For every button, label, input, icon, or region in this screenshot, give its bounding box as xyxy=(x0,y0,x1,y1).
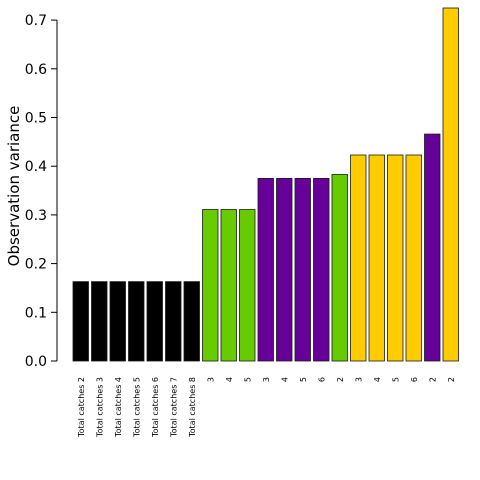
x-tick-label: Total catches 3 xyxy=(95,377,104,438)
bar xyxy=(239,209,256,362)
y-axis: 0.0 0.1 0.2 0.3 0.4 0.5 0.6 0.7 xyxy=(25,13,58,370)
y-tick-label: 0.5 xyxy=(25,111,47,127)
y-tick-label: 0.6 xyxy=(25,62,47,78)
bar xyxy=(202,209,219,362)
y-tick-label: 0.0 xyxy=(25,354,47,370)
y-tick-label: 0.1 xyxy=(25,305,47,321)
bar xyxy=(220,209,237,362)
bar xyxy=(109,281,126,362)
bar xyxy=(276,177,293,362)
bar xyxy=(350,154,367,362)
x-tick-label: Total catches 7 xyxy=(169,377,178,438)
bar xyxy=(368,154,385,362)
bar xyxy=(146,281,163,362)
x-tick-label: 3 xyxy=(206,377,215,382)
bar xyxy=(442,7,459,362)
bar xyxy=(91,281,108,362)
y-tick-label: 0.7 xyxy=(25,13,47,29)
bars xyxy=(72,7,459,362)
y-axis-title: Observation variance xyxy=(5,106,23,267)
bar xyxy=(405,154,422,362)
x-tick-label: Total catches 5 xyxy=(132,377,141,438)
bar xyxy=(257,177,274,362)
bar xyxy=(183,281,200,362)
x-tick-label: 2 xyxy=(428,377,437,382)
x-tick-label: 5 xyxy=(243,377,252,382)
bar xyxy=(387,154,404,362)
x-tick-label: 3 xyxy=(354,377,363,382)
x-tick-label: 6 xyxy=(410,377,419,382)
x-axis-labels: Total catches 2 Total catches 3 Total catc… xyxy=(77,377,456,438)
x-tick-label: 4 xyxy=(280,377,289,382)
x-tick-label: 2 xyxy=(447,377,456,382)
x-tick-label: 5 xyxy=(299,377,308,382)
x-tick-label: 4 xyxy=(373,377,382,382)
x-tick-label: 2 xyxy=(336,377,345,382)
bar xyxy=(294,177,311,362)
x-tick-label: 5 xyxy=(391,377,400,382)
bar xyxy=(72,281,89,362)
x-tick-label: 6 xyxy=(317,377,326,382)
bar xyxy=(313,177,330,362)
x-tick-label: 4 xyxy=(225,377,234,382)
y-tick-label: 0.4 xyxy=(25,159,47,175)
bar xyxy=(331,174,348,362)
x-tick-label: Total catches 6 xyxy=(151,377,160,438)
bar xyxy=(128,281,145,362)
x-tick-label: Total catches 8 xyxy=(188,377,197,438)
y-tick-label: 0.3 xyxy=(25,208,47,224)
x-tick-label: 3 xyxy=(262,377,271,382)
bar xyxy=(424,133,441,362)
bar xyxy=(165,281,182,362)
x-tick-label: Total catches 4 xyxy=(114,377,123,438)
x-tick-label: Total catches 2 xyxy=(77,377,86,438)
y-tick-label: 0.2 xyxy=(25,257,47,273)
